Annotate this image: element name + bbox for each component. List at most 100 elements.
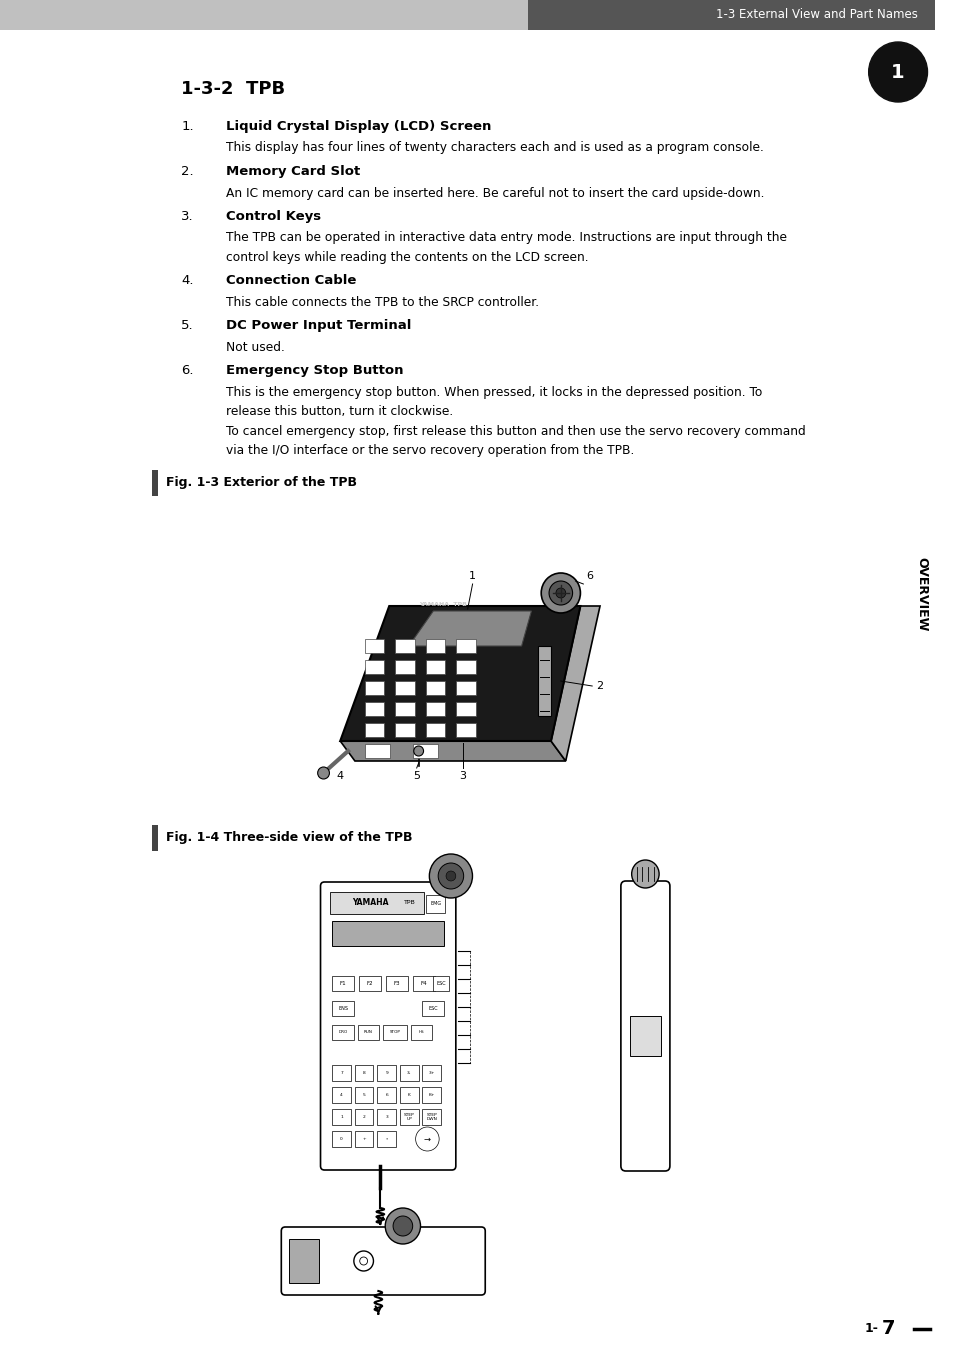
FancyBboxPatch shape: [320, 882, 456, 1170]
Bar: [422, 1001, 443, 1016]
Bar: [413, 975, 435, 992]
FancyBboxPatch shape: [281, 1227, 485, 1296]
Bar: [425, 723, 445, 738]
Text: 3-: 3-: [407, 1071, 411, 1075]
Text: 5: 5: [413, 771, 419, 781]
Bar: [330, 892, 424, 915]
Text: 6.: 6.: [181, 365, 193, 377]
FancyBboxPatch shape: [620, 881, 669, 1171]
Bar: [528, 0, 934, 30]
Circle shape: [868, 42, 926, 101]
Bar: [332, 1065, 351, 1081]
Bar: [426, 894, 444, 913]
Text: Fig. 1-3 Exterior of the TPB: Fig. 1-3 Exterior of the TPB: [166, 476, 356, 489]
Text: 1: 1: [469, 571, 476, 581]
Text: 6: 6: [586, 571, 593, 581]
Polygon shape: [409, 611, 531, 646]
Text: TPB: TPB: [403, 901, 416, 905]
Polygon shape: [551, 607, 599, 761]
Bar: [425, 639, 445, 653]
Text: Not used.: Not used.: [225, 340, 284, 354]
Text: →: →: [423, 1135, 431, 1143]
Text: F3: F3: [394, 981, 400, 986]
Text: 7: 7: [340, 1071, 343, 1075]
Bar: [355, 1109, 373, 1125]
Text: ESC: ESC: [428, 1006, 437, 1011]
Text: YAMAHA  TPB: YAMAHA TPB: [418, 603, 467, 607]
Bar: [332, 1088, 351, 1102]
Bar: [332, 1001, 354, 1016]
Text: 4: 4: [336, 771, 343, 781]
Circle shape: [556, 588, 565, 598]
Bar: [289, 1239, 318, 1283]
Polygon shape: [537, 646, 551, 716]
Bar: [395, 703, 415, 716]
Bar: [422, 1088, 440, 1102]
Bar: [456, 639, 475, 653]
Bar: [456, 723, 475, 738]
Bar: [359, 975, 380, 992]
Text: This is the emergency stop button. When pressed, it locks in the depressed posit: This is the emergency stop button. When …: [225, 386, 761, 399]
Text: 4.: 4.: [181, 274, 193, 288]
Text: 8: 8: [362, 1071, 365, 1075]
Circle shape: [549, 581, 572, 605]
Text: 9: 9: [385, 1071, 388, 1075]
Bar: [377, 1088, 395, 1102]
Text: control keys while reading the contents on the LCD screen.: control keys while reading the contents …: [225, 251, 587, 263]
Bar: [456, 661, 475, 674]
Text: DRO: DRO: [338, 1031, 347, 1035]
Bar: [364, 723, 384, 738]
Text: 3: 3: [458, 771, 466, 781]
Bar: [152, 825, 158, 851]
Bar: [395, 723, 415, 738]
Text: 1-3 External View and Part Names: 1-3 External View and Part Names: [715, 8, 917, 22]
Text: ENS: ENS: [337, 1006, 348, 1011]
Text: +: +: [362, 1138, 366, 1142]
Bar: [395, 639, 415, 653]
Bar: [399, 1088, 418, 1102]
Text: F2: F2: [366, 981, 373, 986]
Text: 6: 6: [385, 1093, 388, 1097]
Circle shape: [446, 871, 456, 881]
Text: 2: 2: [362, 1115, 365, 1119]
Bar: [364, 744, 390, 758]
Text: 1-: 1-: [863, 1323, 878, 1336]
Circle shape: [631, 861, 659, 888]
Bar: [399, 1109, 418, 1125]
Polygon shape: [340, 740, 565, 761]
Text: 2.: 2.: [181, 165, 193, 178]
Text: STEP
UP: STEP UP: [403, 1113, 415, 1121]
Text: 3+: 3+: [428, 1071, 435, 1075]
Text: *: *: [385, 1138, 388, 1142]
Bar: [386, 975, 407, 992]
Text: 7: 7: [881, 1320, 894, 1339]
Text: F4: F4: [420, 981, 427, 986]
Text: 0: 0: [340, 1138, 343, 1142]
Text: STEP
DWN: STEP DWN: [426, 1113, 436, 1121]
Text: 1-3-2  TPB: 1-3-2 TPB: [181, 80, 285, 99]
Bar: [433, 975, 449, 992]
Text: This cable connects the TPB to the SRCP controller.: This cable connects the TPB to the SRCP …: [225, 296, 538, 309]
Text: 1: 1: [340, 1115, 343, 1119]
Bar: [355, 1065, 373, 1081]
Bar: [395, 681, 415, 694]
Text: Connection Cable: Connection Cable: [225, 274, 355, 288]
Text: Fig. 1-4 Three-side view of the TPB: Fig. 1-4 Three-side view of the TPB: [166, 831, 412, 844]
Bar: [0, 0, 528, 30]
Text: F1: F1: [339, 981, 346, 986]
Circle shape: [429, 854, 472, 898]
Bar: [456, 703, 475, 716]
Text: 2: 2: [596, 681, 603, 690]
Bar: [355, 1088, 373, 1102]
Bar: [383, 1025, 406, 1040]
Text: 1: 1: [890, 62, 904, 81]
Bar: [422, 1109, 440, 1125]
Bar: [332, 975, 354, 992]
Text: release this button, turn it clockwise.: release this button, turn it clockwise.: [225, 405, 453, 419]
Text: 3.: 3.: [181, 209, 193, 223]
Text: Memory Card Slot: Memory Card Slot: [225, 165, 359, 178]
Bar: [629, 1016, 660, 1056]
Text: 1.: 1.: [181, 120, 193, 132]
Text: EMG: EMG: [430, 901, 441, 907]
Bar: [377, 1109, 395, 1125]
